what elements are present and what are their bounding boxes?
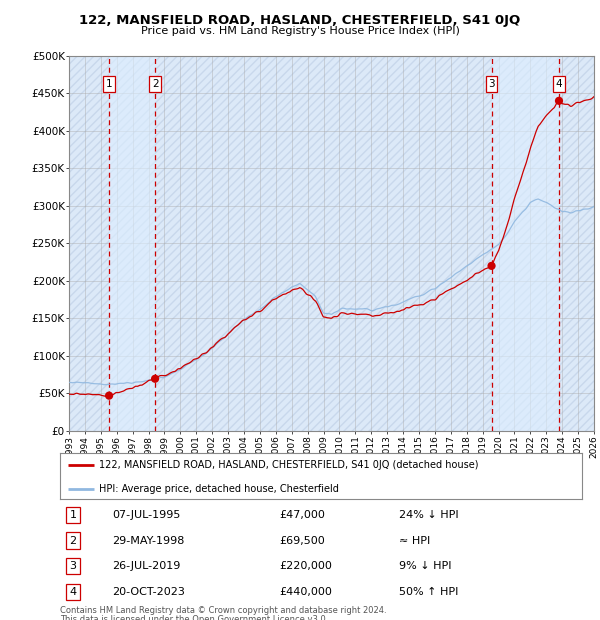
Text: 4: 4 bbox=[556, 79, 562, 89]
Text: 4: 4 bbox=[70, 587, 77, 596]
Text: Contains HM Land Registry data © Crown copyright and database right 2024.: Contains HM Land Registry data © Crown c… bbox=[60, 606, 386, 616]
Text: 20-OCT-2023: 20-OCT-2023 bbox=[112, 587, 185, 596]
Text: 24% ↓ HPI: 24% ↓ HPI bbox=[400, 510, 459, 520]
Point bbox=[554, 96, 564, 106]
Text: £440,000: £440,000 bbox=[279, 587, 332, 596]
Text: 3: 3 bbox=[488, 79, 495, 89]
Text: £69,500: £69,500 bbox=[279, 536, 325, 546]
Text: £220,000: £220,000 bbox=[279, 561, 332, 571]
Text: ≈ HPI: ≈ HPI bbox=[400, 536, 431, 546]
Text: 3: 3 bbox=[70, 561, 77, 571]
Text: 50% ↑ HPI: 50% ↑ HPI bbox=[400, 587, 458, 596]
Text: 26-JUL-2019: 26-JUL-2019 bbox=[112, 561, 181, 571]
Point bbox=[104, 391, 114, 401]
Text: This data is licensed under the Open Government Licence v3.0.: This data is licensed under the Open Gov… bbox=[60, 615, 328, 620]
Point bbox=[487, 261, 496, 271]
Point bbox=[150, 374, 160, 384]
Text: 2: 2 bbox=[70, 536, 77, 546]
Text: 9% ↓ HPI: 9% ↓ HPI bbox=[400, 561, 452, 571]
Bar bbox=[109, 56, 155, 431]
Text: 122, MANSFIELD ROAD, HASLAND, CHESTERFIELD, S41 0JQ (detached house): 122, MANSFIELD ROAD, HASLAND, CHESTERFIE… bbox=[99, 460, 479, 470]
Text: £47,000: £47,000 bbox=[279, 510, 325, 520]
Text: 1: 1 bbox=[70, 510, 77, 520]
Text: 1: 1 bbox=[106, 79, 112, 89]
Text: Price paid vs. HM Land Registry's House Price Index (HPI): Price paid vs. HM Land Registry's House … bbox=[140, 26, 460, 36]
Bar bbox=[491, 56, 559, 431]
Text: 07-JUL-1995: 07-JUL-1995 bbox=[112, 510, 181, 520]
Text: 122, MANSFIELD ROAD, HASLAND, CHESTERFIELD, S41 0JQ: 122, MANSFIELD ROAD, HASLAND, CHESTERFIE… bbox=[79, 14, 521, 27]
Text: 29-MAY-1998: 29-MAY-1998 bbox=[112, 536, 185, 546]
Text: HPI: Average price, detached house, Chesterfield: HPI: Average price, detached house, Ches… bbox=[99, 484, 339, 494]
Text: 2: 2 bbox=[152, 79, 158, 89]
